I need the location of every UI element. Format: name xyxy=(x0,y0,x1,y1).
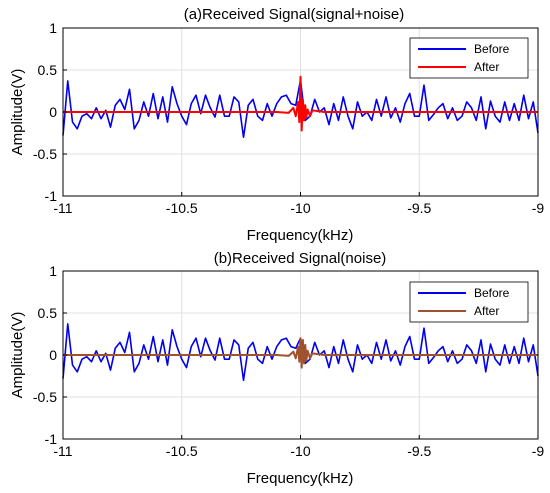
x-tick-label: -9 xyxy=(532,443,545,459)
series-line-after xyxy=(63,75,538,132)
x-ticks: -11 -10.5 -10 -9.5 -9 xyxy=(53,192,544,216)
x-tick-label: -10 xyxy=(290,200,310,216)
y-axis-label: Amplitude(V) xyxy=(9,312,26,399)
x-tick-label: -11 xyxy=(53,200,72,216)
legend-label-before: Before xyxy=(474,286,510,300)
legend-box xyxy=(409,281,529,323)
x-tick-label: -10.5 xyxy=(166,200,198,216)
x-ticks: -11 -10.5 -10 -9.5 -9 xyxy=(53,435,544,459)
subplot-a: (a)Received Signal(signal+noise) -11 -10.… xyxy=(9,6,544,244)
y-tick-label: -1 xyxy=(45,431,58,447)
y-ticks: -1 -0.5 0 0.5 1 xyxy=(33,263,67,447)
y-tick-label: 0.5 xyxy=(38,62,58,78)
y-tick-label: 1 xyxy=(49,20,57,36)
y-ticks: -1 -0.5 0 0.5 1 xyxy=(33,20,67,204)
y-tick-label: 0.5 xyxy=(38,305,58,321)
legend: Before After xyxy=(409,37,529,79)
chart-title: (b)Received Signal(noise) xyxy=(214,250,387,267)
x-tick-label: -9.5 xyxy=(407,443,431,459)
y-tick-label: -1 xyxy=(45,188,58,204)
legend-label-after: After xyxy=(474,304,499,318)
x-tick-label: -10.5 xyxy=(166,443,198,459)
y-tick-label: 0 xyxy=(49,347,57,363)
y-tick-label: -0.5 xyxy=(33,146,57,162)
legend: Before After xyxy=(409,281,529,323)
y-tick-label: -0.5 xyxy=(33,389,57,405)
x-tick-label: -9.5 xyxy=(407,200,431,216)
x-tick-label: -9 xyxy=(532,200,545,216)
x-axis-label: Frequency(kHz) xyxy=(247,470,354,487)
chart-title: (a)Received Signal(signal+noise) xyxy=(184,6,405,23)
legend-label-after: After xyxy=(474,60,499,74)
legend-box xyxy=(409,37,529,79)
x-tick-label: -10 xyxy=(290,443,310,459)
series-line-after xyxy=(63,337,538,369)
x-axis-label: Frequency(kHz) xyxy=(247,227,354,244)
legend-label-before: Before xyxy=(474,42,510,56)
x-tick-label: -11 xyxy=(53,443,72,459)
y-tick-label: 1 xyxy=(49,263,57,279)
subplot-b: (b)Received Signal(noise) -11 -10.5 -10 -9.… xyxy=(9,250,544,487)
y-axis-label: Amplitude(V) xyxy=(9,69,26,156)
series-lines xyxy=(62,75,539,138)
series-lines xyxy=(62,323,539,382)
y-tick-label: 0 xyxy=(49,104,57,120)
